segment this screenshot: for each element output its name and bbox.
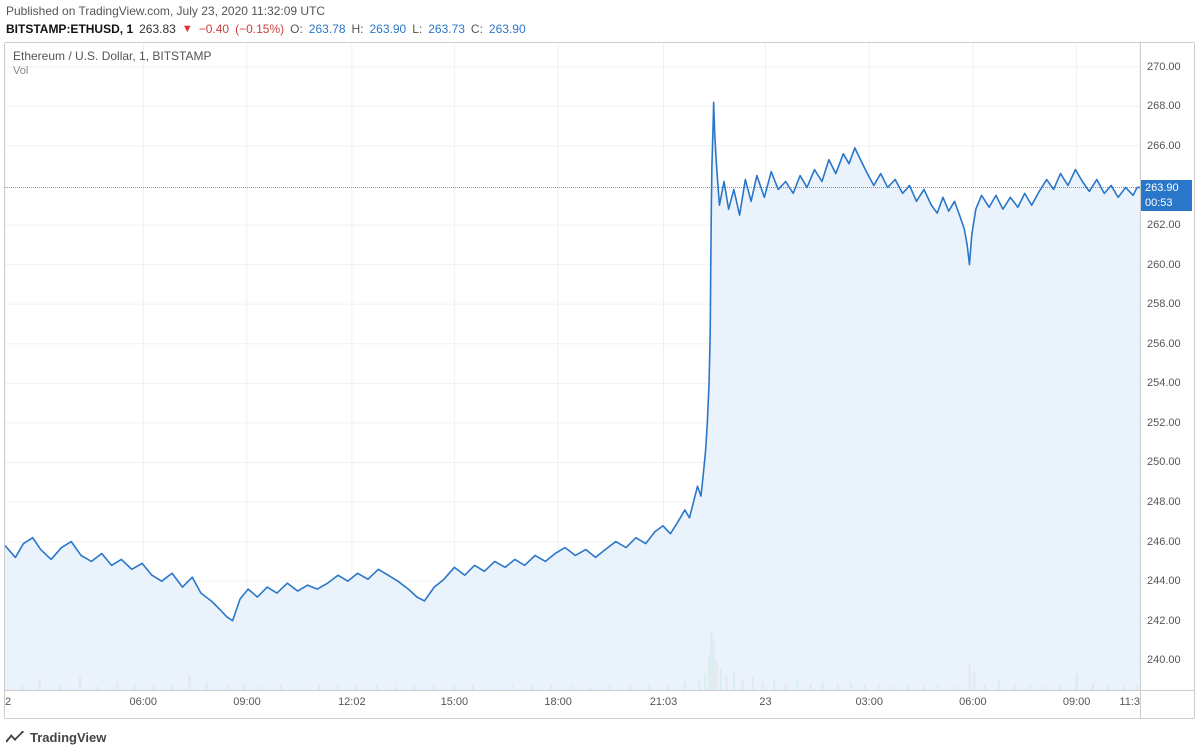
last-price: 263.83 bbox=[139, 22, 176, 36]
branding: TradingView bbox=[6, 730, 106, 745]
high-label: H: bbox=[352, 22, 364, 36]
ticker-bar: BITSTAMP:ETHUSD, 1 263.83 ▼ −0.40 (−0.15… bbox=[0, 20, 1199, 40]
x-tick-label: 09:00 bbox=[233, 696, 261, 708]
y-tick-label: 242.00 bbox=[1147, 615, 1181, 627]
x-tick-label: 2 bbox=[5, 696, 11, 708]
open-label: O: bbox=[290, 22, 303, 36]
y-tick-label: 244.00 bbox=[1147, 575, 1181, 587]
last-price-line bbox=[5, 187, 1140, 188]
high-value: 263.90 bbox=[370, 22, 407, 36]
legend-title: Ethereum / U.S. Dollar, 1, BITSTAMP bbox=[13, 49, 212, 63]
axis-corner bbox=[1140, 690, 1194, 718]
chart-svg bbox=[5, 43, 1140, 690]
x-tick-label: 23 bbox=[759, 696, 771, 708]
x-axis: 2 06:00 09:00 12:02 15:00 18:00 21:03 23 03:00 06… bbox=[5, 690, 1140, 718]
y-tick-label: 266.00 bbox=[1147, 140, 1181, 152]
x-tick-label: 12:02 bbox=[338, 696, 366, 708]
x-tick-label: 03:00 bbox=[855, 696, 883, 708]
y-tick-label: 248.00 bbox=[1147, 496, 1181, 508]
y-tick-label: 268.00 bbox=[1147, 100, 1181, 112]
x-tick-label: 06:00 bbox=[959, 696, 987, 708]
y-tick-label: 262.00 bbox=[1147, 219, 1181, 231]
x-tick-label: 15:00 bbox=[441, 696, 469, 708]
chart-container[interactable]: Ethereum / U.S. Dollar, 1, BITSTAMP Vol … bbox=[4, 42, 1195, 719]
brand-text: TradingView bbox=[30, 730, 106, 745]
y-tick-label: 246.00 bbox=[1147, 536, 1181, 548]
change-value: −0.40 bbox=[199, 22, 229, 36]
x-tick-label: 06:00 bbox=[130, 696, 158, 708]
tradingview-logo-icon bbox=[6, 731, 24, 745]
countdown-tag: 00:53 bbox=[1141, 195, 1192, 211]
x-tick-label: 09:00 bbox=[1063, 696, 1091, 708]
change-percent: (−0.15%) bbox=[235, 22, 284, 36]
legend-volume: Vol bbox=[13, 65, 212, 77]
change-arrow-icon: ▼ bbox=[182, 23, 193, 35]
y-tick-label: 254.00 bbox=[1147, 377, 1181, 389]
symbol-label: BITSTAMP:ETHUSD, 1 bbox=[6, 22, 133, 36]
x-tick-label: 18:00 bbox=[544, 696, 572, 708]
publish-info: Published on TradingView.com, July 23, 2… bbox=[0, 0, 1199, 20]
open-value: 263.78 bbox=[309, 22, 346, 36]
y-tick-label: 270.00 bbox=[1147, 61, 1181, 73]
x-tick-label: 11:3 bbox=[1119, 696, 1140, 708]
close-value: 263.90 bbox=[489, 22, 526, 36]
y-tick-label: 240.00 bbox=[1147, 654, 1181, 666]
x-tick-label: 21:03 bbox=[650, 696, 678, 708]
chart-legend: Ethereum / U.S. Dollar, 1, BITSTAMP Vol bbox=[13, 49, 212, 77]
low-value: 263.73 bbox=[428, 22, 465, 36]
last-price-tag: 263.90 bbox=[1141, 180, 1192, 196]
y-axis: 240.00 242.00 244.00 246.00 248.00 250.00 252.… bbox=[1140, 43, 1194, 690]
y-tick-label: 252.00 bbox=[1147, 417, 1181, 429]
y-tick-label: 260.00 bbox=[1147, 259, 1181, 271]
y-tick-label: 256.00 bbox=[1147, 338, 1181, 350]
low-label: L: bbox=[412, 22, 422, 36]
y-tick-label: 258.00 bbox=[1147, 298, 1181, 310]
y-tick-label: 250.00 bbox=[1147, 456, 1181, 468]
close-label: C: bbox=[471, 22, 483, 36]
chart-plot[interactable]: Ethereum / U.S. Dollar, 1, BITSTAMP Vol bbox=[5, 43, 1140, 690]
